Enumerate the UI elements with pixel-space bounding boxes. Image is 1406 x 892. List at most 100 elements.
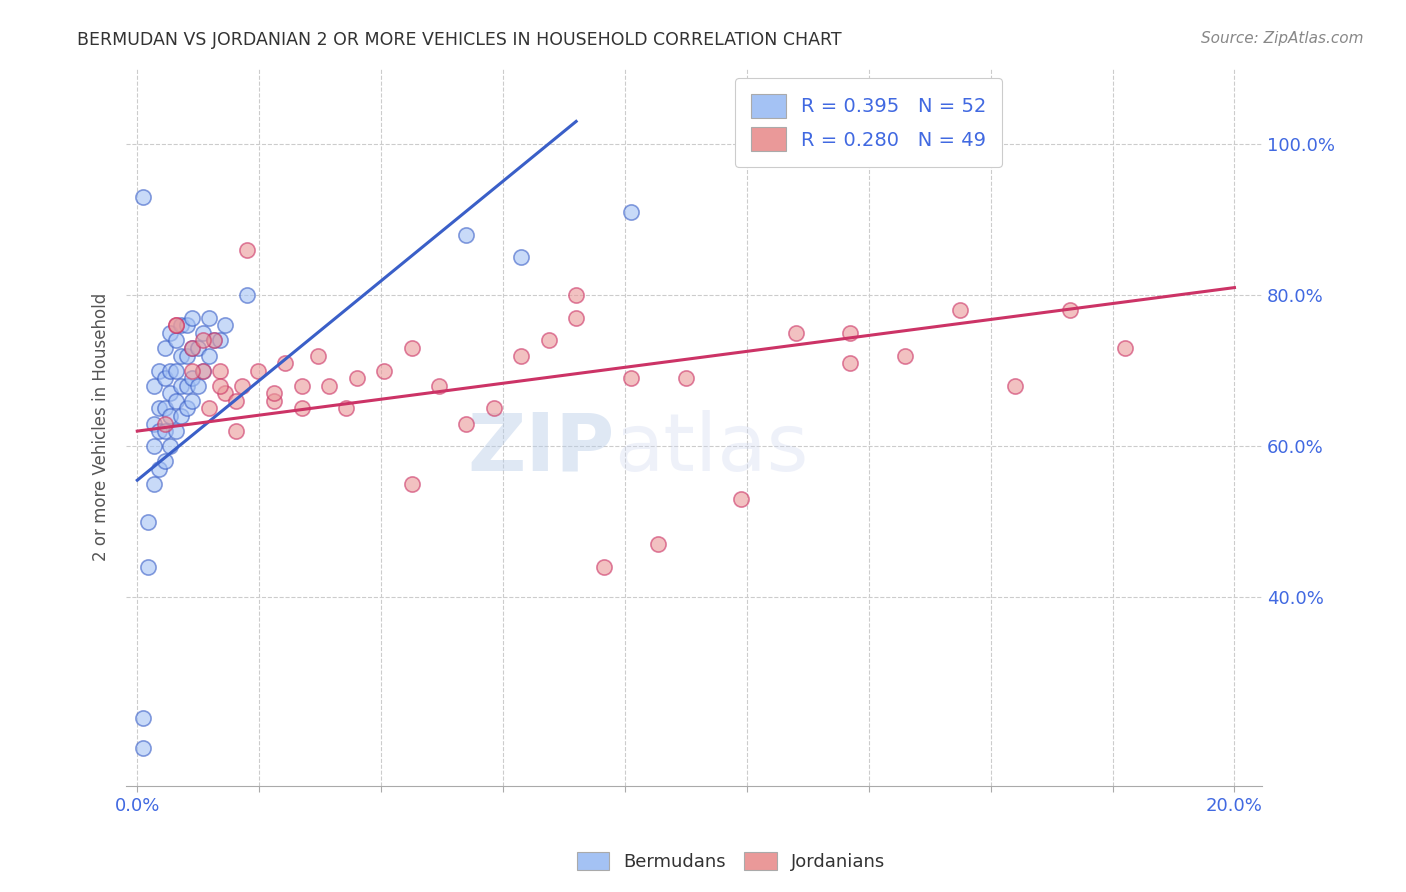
Point [949,303,972,318]
Point [187,341,209,355]
Point [401,477,423,491]
Point [263,386,285,401]
Y-axis label: 2 or more Vehicles in Household: 2 or more Vehicles in Household [93,293,110,561]
Point [894,349,917,363]
Point [170,378,193,392]
Legend: R = 0.395   N = 52, R = 0.280   N = 49: R = 0.395 N = 52, R = 0.280 N = 49 [735,78,1002,167]
Point [132,711,155,725]
Point [165,364,187,378]
Point [592,560,614,574]
Point [197,310,219,325]
Point [620,371,643,385]
Point [165,424,187,438]
Point [225,424,247,438]
Legend: Bermudans, Jordanians: Bermudans, Jordanians [569,845,893,879]
Point [263,393,285,408]
Point [165,393,187,408]
Point [159,326,181,340]
Point [170,349,193,363]
Point [236,243,259,257]
Point [214,318,236,333]
Point [565,288,588,302]
Point [291,378,314,392]
Point [401,341,423,355]
Point [181,341,204,355]
Point [1114,341,1136,355]
Point [274,356,297,370]
Point [181,341,204,355]
Point [181,393,204,408]
Point [191,326,214,340]
Point [136,560,159,574]
Point [482,401,505,416]
Point [510,349,533,363]
Point [839,326,862,340]
Point [307,349,329,363]
Point [153,401,176,416]
Point [620,205,643,219]
Point [153,341,176,355]
Point [318,378,340,392]
Point [208,364,231,378]
Point [202,334,225,348]
Point [142,439,165,453]
Point [730,492,752,507]
Point [181,364,204,378]
Point [153,371,176,385]
Point [335,401,357,416]
Point [159,364,181,378]
Text: atlas: atlas [614,409,808,488]
Point [136,515,159,529]
Point [132,741,155,756]
Point [170,409,193,423]
Point [148,401,170,416]
Point [132,190,155,204]
Point [225,393,247,408]
Point [181,310,204,325]
Point [176,318,198,333]
Point [236,288,259,302]
Point [208,378,231,392]
Point [647,537,669,551]
Text: BERMUDAN VS JORDANIAN 2 OR MORE VEHICLES IN HOUSEHOLD CORRELATION CHART: BERMUDAN VS JORDANIAN 2 OR MORE VEHICLES… [77,31,842,49]
Point [197,349,219,363]
Point [1004,378,1026,392]
Point [191,334,214,348]
Point [176,378,198,392]
Point [510,251,533,265]
Point [142,477,165,491]
Point [191,364,214,378]
Point [456,227,478,242]
Point [202,334,225,348]
Point [675,371,697,385]
Point [153,417,176,431]
Point [456,417,478,431]
Point [246,364,269,378]
Point [142,378,165,392]
Point [537,334,560,348]
Point [159,409,181,423]
Point [153,424,176,438]
Point [142,417,165,431]
Text: Source: ZipAtlas.com: Source: ZipAtlas.com [1201,31,1364,46]
Point [148,462,170,476]
Point [839,356,862,370]
Point [181,371,204,385]
Point [159,439,181,453]
Point [170,318,193,333]
Point [214,386,236,401]
Point [785,326,807,340]
Text: ZIP: ZIP [467,409,614,488]
Point [191,364,214,378]
Point [176,401,198,416]
Point [165,334,187,348]
Point [187,378,209,392]
Point [565,310,588,325]
Point [346,371,368,385]
Point [148,364,170,378]
Point [208,334,231,348]
Point [197,401,219,416]
Point [231,378,253,392]
Point [165,318,187,333]
Point [159,386,181,401]
